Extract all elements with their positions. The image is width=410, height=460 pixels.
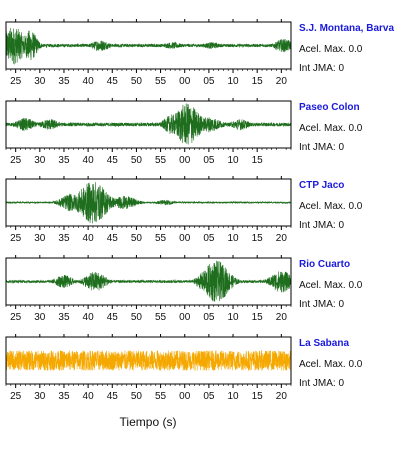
x-tick-label: 30 bbox=[34, 155, 46, 166]
x-tick-label: 45 bbox=[107, 312, 119, 323]
x-tick-label: 40 bbox=[83, 312, 95, 323]
waveform-trace bbox=[5, 103, 292, 145]
x-tick-label: 15 bbox=[252, 155, 264, 166]
x-tick-label: 25 bbox=[10, 312, 22, 323]
panel-4: 25 30 35 40 45 50 55 00 05 10 15 20 bbox=[5, 255, 292, 323]
x-tick-label: 10 bbox=[227, 155, 239, 166]
x-tick-label: 10 bbox=[227, 391, 239, 402]
int-jma-readout: Int JMA: 0 bbox=[299, 220, 345, 231]
x-tick-label: 35 bbox=[58, 312, 70, 323]
acel-max-readout: Acel. Max. 0.0 bbox=[299, 44, 363, 55]
x-tick-label: 40 bbox=[83, 76, 95, 87]
panel-5: 25 30 35 40 45 50 55 00 05 10 15 20 bbox=[5, 334, 292, 402]
waveform-trace bbox=[5, 28, 292, 65]
x-tick-label: 05 bbox=[203, 155, 215, 166]
x-tick-label: 05 bbox=[203, 76, 215, 87]
int-jma-readout: Int JMA: 0 bbox=[299, 63, 345, 74]
int-jma-readout: Int JMA: 0 bbox=[299, 142, 345, 153]
acel-max-readout: Acel. Max. 0.0 bbox=[299, 280, 363, 291]
station-name: La Sabana bbox=[299, 338, 350, 349]
station-name: Rio Cuarto bbox=[299, 259, 351, 270]
x-tick-label: 20 bbox=[276, 76, 288, 87]
x-tick-label: 55 bbox=[155, 233, 167, 244]
x-tick-label: 25 bbox=[10, 233, 22, 244]
int-jma-readout: Int JMA: 0 bbox=[299, 299, 345, 310]
int-jma-readout: Int JMA: 0 bbox=[299, 378, 345, 389]
x-tick-label: 45 bbox=[107, 76, 119, 87]
x-tick-label: 30 bbox=[34, 76, 46, 87]
waveform-trace bbox=[5, 182, 292, 224]
x-tick-label: 40 bbox=[83, 233, 95, 244]
x-tick-label: 00 bbox=[179, 312, 191, 323]
x-tick-label: 25 bbox=[10, 76, 22, 87]
x-tick-label: 50 bbox=[131, 233, 143, 244]
x-axis-label: Tiempo (s) bbox=[119, 415, 177, 429]
x-tick-label: 05 bbox=[203, 391, 215, 402]
x-tick-label: 30 bbox=[34, 233, 46, 244]
x-tick-label: 55 bbox=[155, 391, 167, 402]
acel-max-readout: Acel. Max. 0.0 bbox=[299, 359, 363, 370]
x-tick-label: 05 bbox=[203, 312, 215, 323]
panel-1: 25 30 35 40 45 50 55 00 05 10 15 20 bbox=[5, 19, 292, 87]
x-tick-label: 35 bbox=[58, 233, 70, 244]
x-tick-label: 40 bbox=[83, 155, 95, 166]
x-tick-label: 45 bbox=[107, 155, 119, 166]
panel-frame bbox=[5, 21, 292, 70]
x-tick-label: 05 bbox=[203, 233, 215, 244]
x-tick-label: 55 bbox=[155, 312, 167, 323]
acel-max-readout: Acel. Max. 0.0 bbox=[299, 123, 363, 134]
x-tick-label: 10 bbox=[227, 312, 239, 323]
x-tick-label: 20 bbox=[276, 312, 288, 323]
x-tick-label: 30 bbox=[34, 391, 46, 402]
x-tick-label: 20 bbox=[276, 233, 288, 244]
waveform-trace bbox=[5, 260, 292, 302]
x-tick-label: 50 bbox=[131, 155, 143, 166]
x-tick-label: 35 bbox=[58, 76, 70, 87]
x-tick-label: 15 bbox=[252, 76, 264, 87]
acel-max-readout: Acel. Max. 0.0 bbox=[299, 201, 363, 212]
x-tick-label: 15 bbox=[252, 391, 264, 402]
x-tick-label: 40 bbox=[83, 391, 95, 402]
panel-frame bbox=[5, 336, 292, 385]
station-name: Paseo Colon bbox=[299, 102, 360, 113]
x-tick-label: 15 bbox=[252, 312, 264, 323]
waveform-trace bbox=[5, 349, 292, 371]
x-tick-label: 15 bbox=[252, 233, 264, 244]
x-tick-label: 55 bbox=[155, 76, 167, 87]
x-tick-label: 35 bbox=[58, 391, 70, 402]
panel-frame bbox=[5, 178, 292, 227]
x-tick-label: 00 bbox=[179, 76, 191, 87]
x-tick-label: 00 bbox=[179, 391, 191, 402]
x-tick-label: 10 bbox=[227, 76, 239, 87]
x-tick-label: 25 bbox=[10, 391, 22, 402]
station-name: S.J. Montana, Barva bbox=[299, 23, 395, 34]
x-tick-label: 50 bbox=[131, 76, 143, 87]
x-tick-label: 50 bbox=[131, 312, 143, 323]
panel-3: 25 30 35 40 45 50 55 00 05 10 15 20 bbox=[5, 176, 292, 244]
x-tick-label: 00 bbox=[179, 233, 191, 244]
x-tick-label: 45 bbox=[107, 233, 119, 244]
x-tick-label: 50 bbox=[131, 391, 143, 402]
station-name: CTP Jaco bbox=[299, 180, 345, 191]
x-tick-label: 35 bbox=[58, 155, 70, 166]
x-tick-label: 55 bbox=[155, 155, 167, 166]
x-tick-label: 10 bbox=[227, 233, 239, 244]
panel-frame bbox=[5, 100, 292, 149]
x-tick-label: 00 bbox=[179, 155, 191, 166]
x-tick-label: 25 bbox=[10, 155, 22, 166]
x-tick-label: 45 bbox=[107, 391, 119, 402]
x-tick-label: 30 bbox=[34, 312, 46, 323]
x-tick-label: 20 bbox=[276, 391, 288, 402]
panel-frame bbox=[5, 257, 292, 306]
